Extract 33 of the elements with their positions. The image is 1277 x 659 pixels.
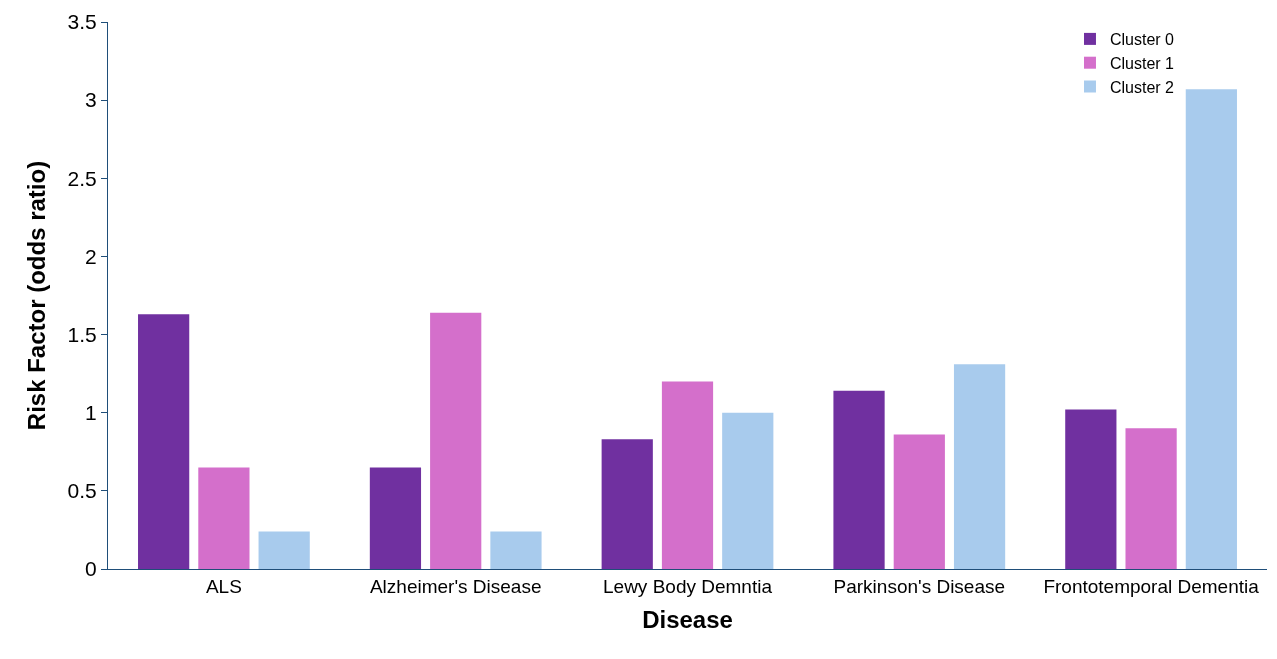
x-axis-title: Disease [642, 606, 733, 634]
y-tick-label: 3.5 [67, 10, 97, 34]
bar [198, 467, 250, 569]
y-tick-label: 2 [85, 244, 97, 268]
bar [893, 434, 945, 569]
legend-label: Cluster 1 [1109, 54, 1175, 72]
bar [833, 390, 885, 569]
y-axis-title: Risk Factor (odds ratio) [22, 160, 50, 431]
legend-label: Cluster 2 [1109, 78, 1175, 96]
bar [258, 531, 310, 569]
y-tick-label: 1.5 [67, 322, 97, 346]
y-tick-label: 0.5 [67, 479, 97, 503]
bar [722, 412, 774, 569]
bar [369, 467, 422, 569]
x-tick-label: ALS [205, 575, 242, 597]
bar [601, 439, 653, 569]
bar [1125, 428, 1177, 569]
x-tick-label: Lewy Body Demntia [603, 575, 773, 597]
legend-label: Cluster 0 [1109, 31, 1175, 49]
x-tick-label: Frontotemporal Dementia [1043, 575, 1260, 597]
y-tick-label: 3 [85, 88, 97, 112]
bar [138, 314, 190, 569]
bar [430, 312, 482, 569]
bar [1065, 409, 1117, 569]
bar [953, 364, 1006, 569]
y-tick-label: 1 [85, 401, 97, 425]
bar [661, 381, 714, 569]
y-tick-label: 0 [85, 557, 97, 581]
x-tick-label: Alzheimer's Disease [369, 575, 542, 597]
bar [490, 531, 542, 569]
y-tick-label: 2.5 [67, 166, 97, 190]
bar [1185, 89, 1237, 569]
x-tick-label: Parkinson's Disease [833, 575, 1006, 597]
